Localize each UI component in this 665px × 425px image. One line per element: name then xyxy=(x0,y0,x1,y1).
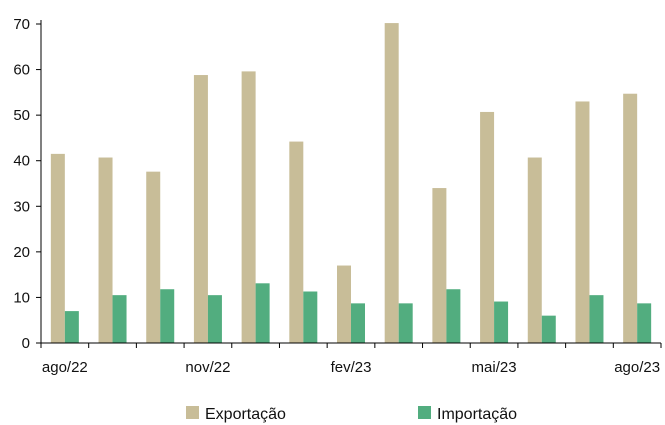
bar-exportacao xyxy=(480,111,495,344)
bar-importacao xyxy=(255,283,270,343)
x-tick-label: fev/23 xyxy=(331,359,372,376)
y-tick-label: 50 xyxy=(13,107,30,124)
y-tick-label: 0 xyxy=(22,335,30,352)
bar-importacao xyxy=(494,301,509,343)
bar-importacao xyxy=(207,295,222,343)
y-tick-label: 30 xyxy=(13,198,30,215)
y-tick-label: 40 xyxy=(13,153,30,170)
bars-group xyxy=(50,23,652,344)
y-axis-ticks: 0 10 20 30 40 50 60 70 xyxy=(13,16,41,352)
bar-exportacao xyxy=(337,265,351,343)
legend: Exportação Importação xyxy=(186,406,517,423)
bar-importacao xyxy=(112,295,127,343)
legend-swatch-exportacao xyxy=(186,406,199,419)
bar-exportacao xyxy=(575,101,590,343)
bar-importacao xyxy=(589,295,604,343)
bar-exportacao xyxy=(50,153,65,343)
bar-exportacao xyxy=(289,141,304,343)
y-tick-label: 10 xyxy=(13,289,30,306)
bar-exportacao xyxy=(98,157,113,343)
bar-importacao xyxy=(446,289,461,343)
bar-importacao xyxy=(303,291,318,343)
bar-exportacao xyxy=(527,157,542,343)
bar-exportacao xyxy=(384,23,399,344)
x-tick-label: ago/23 xyxy=(614,359,660,376)
legend-label-exportacao: Exportação xyxy=(205,406,286,423)
bar-importacao xyxy=(160,289,175,343)
x-axis-ticks: ago/22 nov/22 fev/23 mai/23 ago/23 xyxy=(40,343,662,376)
bar-exportacao xyxy=(146,171,161,343)
bar-importacao xyxy=(398,303,413,343)
y-tick-label: 70 xyxy=(13,16,30,33)
y-tick-label: 60 xyxy=(13,62,30,79)
bar-exportacao xyxy=(432,188,447,343)
x-tick-label: mai/23 xyxy=(472,359,517,376)
axes-group xyxy=(40,20,661,344)
x-tick-label: ago/22 xyxy=(42,359,88,376)
bar-exportacao xyxy=(193,75,208,343)
bar-importacao xyxy=(351,303,365,343)
bar-importacao xyxy=(637,303,652,343)
legend-swatch-importacao xyxy=(418,406,431,419)
bar-exportacao xyxy=(623,93,638,343)
y-tick-label: 20 xyxy=(13,244,30,261)
bar-importacao xyxy=(64,311,79,343)
bar-importacao xyxy=(541,315,556,343)
x-tick-label: nov/22 xyxy=(185,359,230,376)
legend-label-importacao: Importação xyxy=(437,406,517,423)
bar-exportacao xyxy=(241,71,256,343)
